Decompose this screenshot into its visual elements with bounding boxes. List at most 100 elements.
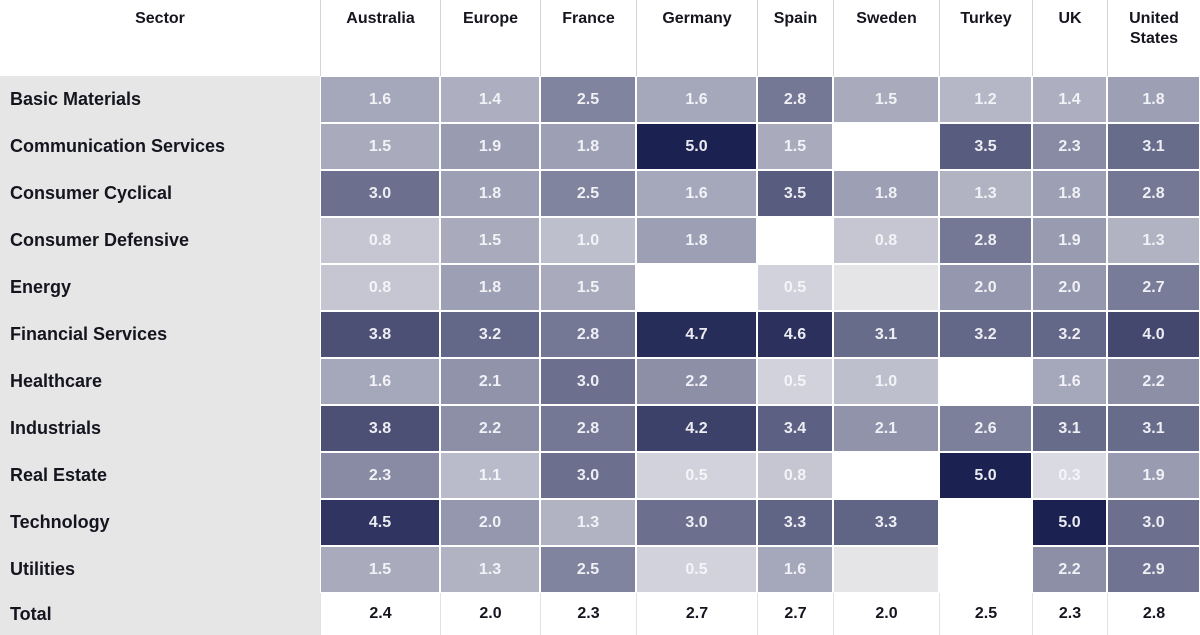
heatmap-cell: 1.8 [636,217,757,264]
heatmap-cell: 1.6 [636,76,757,123]
heatmap-cell: 2.8 [1107,170,1200,217]
column-header-label: Spain [773,10,818,27]
heatmap-cell: 1.9 [1107,452,1200,499]
heatmap-cell: 4.0 [1107,311,1200,358]
table-row: Industrials 3.8 2.2 2.8 4.2 3.4 2.1 2.6 3.1 3.1 [0,405,1200,452]
heatmap-cell [833,452,939,499]
heatmap-cell: 2.6 [939,405,1032,452]
heatmap-cell: 3.1 [1032,405,1107,452]
heatmap-cell: 0.8 [757,452,833,499]
column-header-turkey: Turkey [939,0,1032,76]
total-row: Total 2.4 2.0 2.3 2.7 2.7 2.0 2.5 2.3 2.8 [0,593,1200,635]
heatmap-cell: 2.5 [540,76,636,123]
heatmap-cell: 0.3 [1032,452,1107,499]
column-header-united-states: United States [1107,0,1200,76]
column-header-label: Europe [462,10,519,27]
heatmap-cell: 1.3 [540,499,636,546]
heatmap-cell: 1.5 [440,217,540,264]
column-header-sector: Sector [0,0,320,76]
heatmap-cell: 0.8 [320,217,440,264]
heatmap-cell: 2.0 [939,264,1032,311]
heatmap-cell: 1.2 [939,76,1032,123]
heatmap-cell: 1.0 [540,217,636,264]
total-cell: 2.7 [757,593,833,635]
heatmap-cell: 0.5 [636,452,757,499]
table-row: Energy 0.8 1.8 1.5 0.5 2.0 2.0 2.7 [0,264,1200,311]
heatmap-cell: 2.7 [1107,264,1200,311]
heatmap-cell: 1.8 [1032,170,1107,217]
total-cell: 2.5 [939,593,1032,635]
heatmap-cell: 1.0 [833,358,939,405]
heatmap-cell: 2.0 [440,499,540,546]
sector-label-consumer-defensive: Consumer Defensive [0,217,320,264]
sector-label-industrials: Industrials [0,405,320,452]
table-row: Communication Services 1.5 1.9 1.8 5.0 1.5 3.5… [0,123,1200,170]
header-row: Sector Australia Europe France Germany Spain… [0,0,1200,76]
table-row: Consumer Defensive 0.8 1.5 1.0 1.8 0.8 2.8 1.9 1… [0,217,1200,264]
heatmap-cell: 2.2 [636,358,757,405]
heatmap-cell: 2.8 [757,76,833,123]
total-cell: 2.7 [636,593,757,635]
heatmap-cell [939,358,1032,405]
table-row: Real Estate 2.3 1.1 3.0 0.5 0.8 5.0 0.3 1.9 [0,452,1200,499]
table-row: Utilities 1.5 1.3 2.5 0.5 1.6 2.2 2.9 [0,546,1200,593]
heatmap-cell: 0.8 [833,217,939,264]
table-row: Healthcare 1.6 2.1 3.0 2.2 0.5 1.0 1.6 2.2 [0,358,1200,405]
sector-label-consumer-cyclical: Consumer Cyclical [0,170,320,217]
heatmap-cell: 4.5 [320,499,440,546]
heatmap-cell: 1.8 [540,123,636,170]
heatmap-cell: 3.8 [320,311,440,358]
heatmap-cell [636,264,757,311]
column-header-label: Germany [662,10,732,27]
heatmap-cell: 1.5 [833,76,939,123]
heatmap-cell: 2.9 [1107,546,1200,593]
sector-label-energy: Energy [0,264,320,311]
sector-label-utilities: Utilities [0,546,320,593]
heatmap-cell [833,546,939,593]
heatmap-cell: 4.2 [636,405,757,452]
heatmap-cell: 4.7 [636,311,757,358]
heatmap-cell: 1.5 [757,123,833,170]
column-header-europe: Europe [440,0,540,76]
column-header-australia: Australia [320,0,440,76]
heatmap-cell [939,499,1032,546]
heatmap-cell: 1.6 [636,170,757,217]
heatmap-cell: 1.3 [440,546,540,593]
heatmap-cell: 2.8 [540,311,636,358]
heatmap-cell: 3.2 [939,311,1032,358]
heatmap-cell: 2.3 [320,452,440,499]
heatmap-cell: 3.2 [440,311,540,358]
column-header-sweden: Sweden [833,0,939,76]
heatmap-cell: 3.1 [1107,123,1200,170]
total-label: Total [0,593,320,635]
total-cell: 2.4 [320,593,440,635]
sector-header-label: Sector [135,10,185,27]
heatmap-cell: 3.5 [757,170,833,217]
heatmap-cell [939,546,1032,593]
heatmap-cell: 3.3 [757,499,833,546]
sector-label-real-estate: Real Estate [0,452,320,499]
column-header-uk: UK [1032,0,1107,76]
table-row: Basic Materials 1.6 1.4 2.5 1.6 2.8 1.5 1.2 1.4 1… [0,76,1200,123]
heatmap-cell: 1.5 [320,123,440,170]
heatmap-cell: 1.4 [440,76,540,123]
heatmap-cell: 1.1 [440,452,540,499]
heatmap-cell: 2.1 [833,405,939,452]
heatmap-cell: 1.8 [440,264,540,311]
column-header-label: Sweden [856,10,917,27]
column-header-spain: Spain [757,0,833,76]
heatmap-cell: 3.2 [1032,311,1107,358]
total-cell: 2.0 [440,593,540,635]
column-header-label: United States [1129,10,1179,47]
column-header-label: Australia [346,10,415,27]
heatmap-cell: 2.1 [440,358,540,405]
sector-label-basic-materials: Basic Materials [0,76,320,123]
sector-label-financial-services: Financial Services [0,311,320,358]
heatmap-cell: 2.3 [1032,123,1107,170]
heatmap-cell: 2.2 [1032,546,1107,593]
heatmap-cell: 2.8 [939,217,1032,264]
total-cell: 2.8 [1107,593,1200,635]
heatmap-cell: 3.0 [1107,499,1200,546]
heatmap-cell: 0.5 [636,546,757,593]
